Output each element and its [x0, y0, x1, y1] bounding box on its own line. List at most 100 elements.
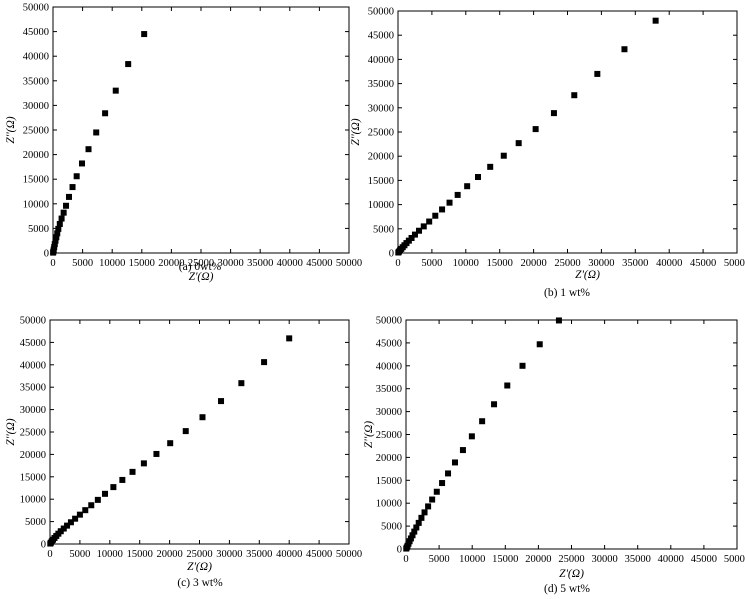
- x-tick-label: 45000: [690, 258, 716, 269]
- panel-caption: (c) 3 wt%: [177, 577, 223, 589]
- x-tick-label: 35000: [247, 258, 273, 269]
- x-tick-label: 0: [403, 554, 408, 565]
- x-tick-label: 25000: [554, 258, 580, 269]
- y-axis-label: Z''(Ω): [363, 421, 375, 448]
- x-tick-label: 35000: [622, 258, 648, 269]
- data-point: [468, 433, 475, 440]
- data-point: [445, 470, 452, 477]
- data-point: [413, 524, 420, 531]
- y-tick-label: 50000: [23, 3, 49, 14]
- x-tick-label: 0: [395, 258, 400, 269]
- x-tick-label: 5000: [421, 258, 442, 269]
- data-point: [85, 146, 92, 153]
- x-tick-label: 10000: [459, 554, 485, 565]
- y-tick-label: 50000: [20, 316, 46, 327]
- plot-frame: [405, 319, 738, 550]
- y-tick-label: 35000: [23, 76, 49, 87]
- x-tick-label: 50000: [336, 549, 362, 560]
- data-point: [94, 496, 101, 503]
- y-tick-label: 25000: [368, 128, 394, 139]
- y-tick-label: 20000: [376, 453, 402, 464]
- data-point: [491, 401, 498, 408]
- data-point: [433, 488, 440, 495]
- y-tick-label: 10000: [20, 495, 46, 506]
- data-point: [439, 206, 446, 213]
- data-point: [218, 398, 225, 405]
- data-point: [140, 460, 147, 467]
- data-point: [167, 440, 174, 447]
- data-point: [238, 380, 245, 387]
- x-tick-label: 0: [47, 549, 52, 560]
- data-point: [451, 459, 458, 466]
- y-tick-label: 0: [44, 249, 49, 260]
- y-axis-label: Z''(Ω): [5, 116, 17, 143]
- data-point: [420, 223, 427, 230]
- data-point: [432, 212, 439, 219]
- x-axis-label: Z'(Ω): [187, 561, 212, 573]
- y-tick-label: 35000: [368, 79, 394, 90]
- data-point: [102, 490, 109, 497]
- data-point: [421, 509, 428, 516]
- data-point: [500, 152, 507, 159]
- data-point: [536, 341, 543, 348]
- data-point: [72, 515, 79, 522]
- data-point: [519, 362, 526, 369]
- x-tick-label: 20000: [158, 258, 184, 269]
- data-point: [110, 484, 117, 491]
- data-point: [52, 237, 59, 244]
- panel-caption: (b) 1 wt%: [544, 287, 590, 299]
- data-point: [88, 502, 95, 509]
- y-tick-label: 10000: [23, 199, 49, 210]
- data-point: [475, 174, 482, 181]
- y-tick-label: 15000: [368, 176, 394, 187]
- data-point: [53, 234, 60, 241]
- x-tick-label: 10000: [99, 258, 125, 269]
- y-tick-label: 20000: [20, 450, 46, 461]
- x-tick-label: 5000: [72, 258, 93, 269]
- y-tick-label: 25000: [23, 126, 49, 137]
- x-tick-label: 50000: [724, 554, 745, 565]
- x-tick-label: 30000: [216, 549, 242, 560]
- data-point: [102, 110, 109, 117]
- x-tick-label: 10000: [97, 549, 123, 560]
- data-point: [418, 514, 425, 521]
- y-tick-label: 0: [41, 540, 46, 551]
- y-tick-label: 0: [397, 545, 402, 556]
- data-point: [82, 507, 89, 514]
- x-tick-label: 40000: [656, 258, 682, 269]
- data-point: [439, 480, 446, 487]
- y-tick-label: 5000: [373, 224, 394, 235]
- y-tick-label: 50000: [376, 316, 402, 327]
- data-point: [555, 317, 562, 324]
- data-point: [67, 519, 74, 526]
- x-tick-label: 35000: [246, 549, 272, 560]
- y-tick-label: 10000: [376, 499, 402, 510]
- x-tick-label: 30000: [588, 258, 614, 269]
- data-point: [429, 496, 436, 503]
- data-point: [73, 173, 80, 180]
- y-tick-label: 30000: [23, 101, 49, 112]
- y-tick-label: 45000: [376, 338, 402, 349]
- data-point: [58, 215, 65, 222]
- data-point: [425, 503, 432, 510]
- y-tick-label: 35000: [376, 384, 402, 395]
- x-tick-label: 15000: [127, 549, 153, 560]
- y-tick-label: 15000: [23, 175, 49, 186]
- x-tick-label: 35000: [625, 554, 651, 565]
- data-point: [487, 163, 494, 170]
- x-tick-label: 25000: [186, 549, 212, 560]
- panel-caption: (a) 0wt%: [179, 261, 222, 273]
- data-point: [69, 184, 76, 191]
- x-tick-label: 50000: [336, 258, 362, 269]
- x-tick-label: 40000: [277, 258, 303, 269]
- x-tick-label: 20000: [520, 258, 546, 269]
- data-point: [652, 17, 659, 24]
- x-tick-label: 15000: [129, 258, 155, 269]
- data-point: [54, 230, 61, 237]
- data-point: [60, 525, 67, 532]
- y-axis-label: Z''(Ω): [5, 418, 17, 445]
- x-tick-label: 45000: [306, 258, 332, 269]
- y-tick-label: 40000: [368, 55, 394, 66]
- data-point: [408, 234, 415, 241]
